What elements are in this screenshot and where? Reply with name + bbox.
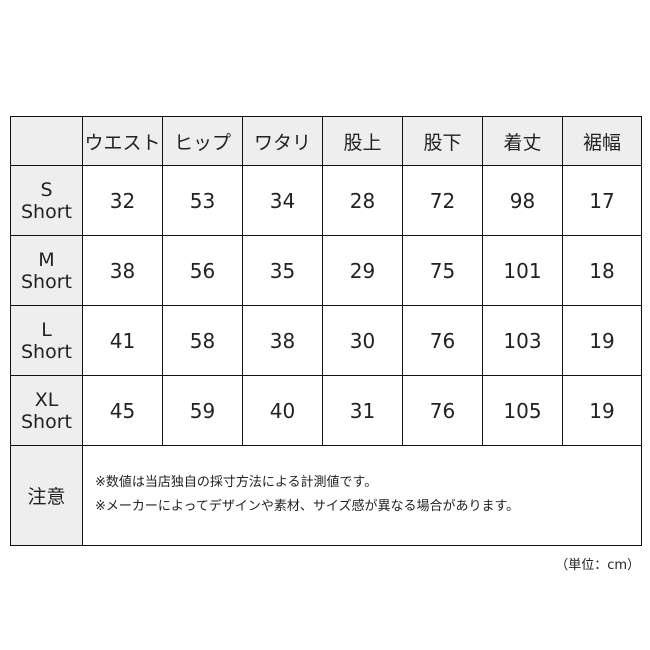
measurement-cell: 19 (562, 375, 642, 446)
note-label: 注意 (10, 445, 83, 546)
header-rise: 股上 (322, 116, 403, 166)
measurement-cell: 45 (82, 375, 163, 446)
measurement-cell: 29 (322, 235, 403, 306)
note-row: 注意 ※数値は当店独自の採寸方法による計測値です。 ※メーカーによってデザインや… (10, 445, 642, 546)
measurement-cell: 17 (562, 165, 642, 236)
table-row: M Short 38 56 35 29 75 101 18 (10, 235, 642, 306)
measurement-cell: 18 (562, 235, 642, 306)
measurement-cell: 35 (242, 235, 323, 306)
measurement-cell: 105 (482, 375, 563, 446)
measurement-cell: 56 (162, 235, 243, 306)
measurement-cell: 76 (402, 305, 483, 376)
measurement-cell: 30 (322, 305, 403, 376)
size-label: L Short (10, 305, 83, 376)
size-label: S Short (10, 165, 83, 236)
size-label: XL Short (10, 375, 83, 446)
size-fit: Short (21, 270, 72, 293)
size-label: M Short (10, 235, 83, 306)
measurement-cell: 72 (402, 165, 483, 236)
table-row: S Short 32 53 34 28 72 98 17 (10, 165, 642, 236)
measurement-cell: 59 (162, 375, 243, 446)
measurement-cell: 58 (162, 305, 243, 376)
header-row: ウエスト ヒップ ワタリ 股上 股下 着丈 裾幅 (10, 116, 642, 166)
measurement-cell: 38 (242, 305, 323, 376)
measurement-cell: 19 (562, 305, 642, 376)
size-name: L (41, 318, 52, 341)
table-row: L Short 41 58 38 30 76 103 19 (10, 305, 642, 376)
header-waist: ウエスト (82, 116, 163, 166)
header-hem: 裾幅 (562, 116, 642, 166)
size-name: S (40, 178, 53, 201)
note-text: ※数値は当店独自の採寸方法による計測値です。 ※メーカーによってデザインや素材、… (82, 445, 642, 546)
header-hip: ヒップ (162, 116, 243, 166)
unit-label: （単位：cm） (555, 558, 640, 573)
measurement-cell: 53 (162, 165, 243, 236)
size-chart-table: ウエスト ヒップ ワタリ 股上 股下 着丈 裾幅 S Short 32 53 34 28 7… (10, 116, 642, 546)
measurement-cell: 40 (242, 375, 323, 446)
size-fit: Short (21, 200, 72, 223)
table-row: XL Short 45 59 40 31 76 105 19 (10, 375, 642, 446)
size-fit: Short (21, 410, 72, 433)
measurement-cell: 31 (322, 375, 403, 446)
note-line: ※メーカーによってデザインや素材、サイズ感が異なる場合があります。 (95, 499, 520, 514)
measurement-cell: 103 (482, 305, 563, 376)
measurement-cell: 28 (322, 165, 403, 236)
measurement-cell: 38 (82, 235, 163, 306)
measurement-cell: 75 (402, 235, 483, 306)
header-corner (10, 116, 83, 166)
header-length: 着丈 (482, 116, 563, 166)
measurement-cell: 98 (482, 165, 563, 236)
measurement-cell: 101 (482, 235, 563, 306)
measurement-cell: 34 (242, 165, 323, 236)
measurement-cell: 32 (82, 165, 163, 236)
header-thigh: ワタリ (242, 116, 323, 166)
header-inseam: 股下 (402, 116, 483, 166)
size-fit: Short (21, 340, 72, 363)
note-line: ※数値は当店独自の採寸方法による計測値です。 (95, 475, 378, 490)
measurement-cell: 41 (82, 305, 163, 376)
size-name: XL (34, 388, 59, 411)
size-name: M (38, 248, 55, 271)
measurement-cell: 76 (402, 375, 483, 446)
